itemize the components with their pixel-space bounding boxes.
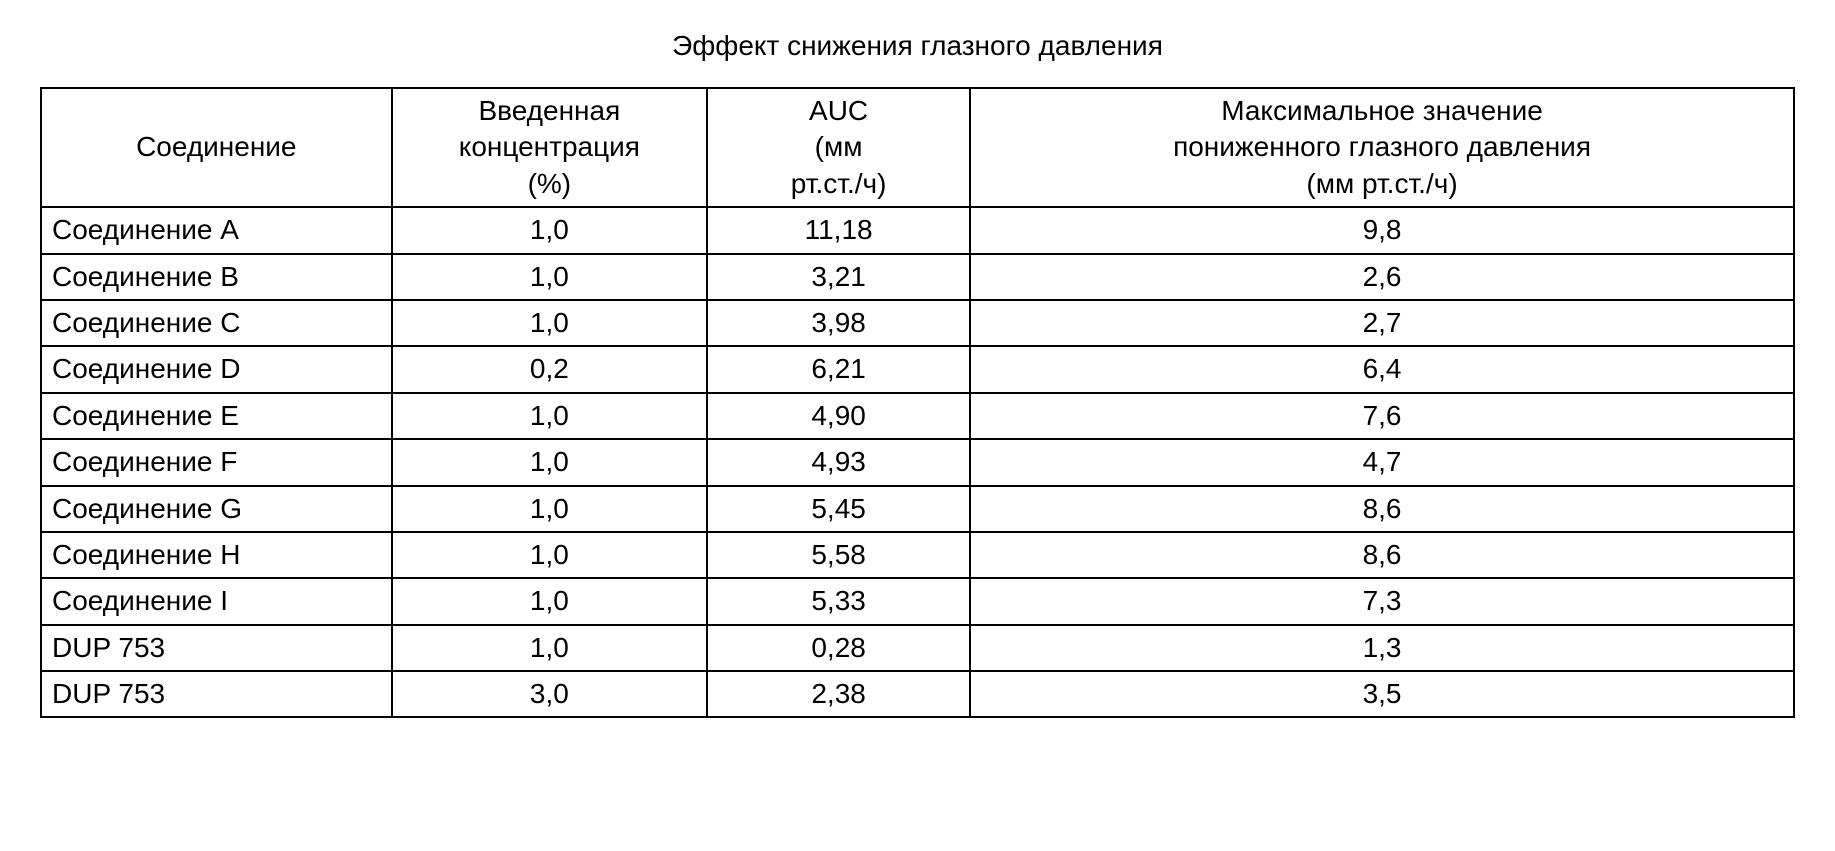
- cell-max: 3,5: [970, 671, 1794, 717]
- header-text: концентрация: [459, 131, 640, 162]
- table-row: Соединение E 1,0 4,90 7,6: [41, 393, 1794, 439]
- cell-max: 9,8: [970, 207, 1794, 253]
- cell-concentration: 1,0: [392, 300, 708, 346]
- cell-compound: Соединение B: [41, 254, 392, 300]
- cell-compound: Соединение A: [41, 207, 392, 253]
- cell-auc: 3,98: [707, 300, 970, 346]
- cell-auc: 0,28: [707, 625, 970, 671]
- table-row: Соединение G 1,0 5,45 8,6: [41, 486, 1794, 532]
- table-row: Соединение C 1,0 3,98 2,7: [41, 300, 1794, 346]
- table-row: Соединение A 1,0 11,18 9,8: [41, 207, 1794, 253]
- cell-concentration: 3,0: [392, 671, 708, 717]
- cell-auc: 4,90: [707, 393, 970, 439]
- cell-compound: Соединение E: [41, 393, 392, 439]
- cell-auc: 6,21: [707, 346, 970, 392]
- table-row: Соединение B 1,0 3,21 2,6: [41, 254, 1794, 300]
- cell-max: 6,4: [970, 346, 1794, 392]
- cell-compound: Соединение G: [41, 486, 392, 532]
- table-row: Соединение H 1,0 5,58 8,6: [41, 532, 1794, 578]
- cell-compound: Соединение H: [41, 532, 392, 578]
- header-text: AUC: [809, 95, 868, 126]
- cell-auc: 4,93: [707, 439, 970, 485]
- cell-auc: 5,33: [707, 578, 970, 624]
- cell-max: 1,3: [970, 625, 1794, 671]
- cell-compound: DUP 753: [41, 625, 392, 671]
- cell-auc: 11,18: [707, 207, 970, 253]
- cell-max: 2,6: [970, 254, 1794, 300]
- cell-compound: Соединение D: [41, 346, 392, 392]
- header-text: рт.ст./ч): [791, 168, 887, 199]
- header-auc: AUC (мм рт.ст./ч): [707, 88, 970, 207]
- cell-compound: DUP 753: [41, 671, 392, 717]
- cell-max: 4,7: [970, 439, 1794, 485]
- header-concentration: Введенная концентрация (%): [392, 88, 708, 207]
- table-row: DUP 753 1,0 0,28 1,3: [41, 625, 1794, 671]
- table-row: DUP 753 3,0 2,38 3,5: [41, 671, 1794, 717]
- header-text: (мм рт.ст./ч): [1306, 168, 1457, 199]
- table-header-row: Соединение Введенная концентрация (%) AU…: [41, 88, 1794, 207]
- cell-auc: 3,21: [707, 254, 970, 300]
- header-text: пониженного глазного давления: [1173, 131, 1591, 162]
- table-body: Соединение A 1,0 11,18 9,8 Соединение B …: [41, 207, 1794, 717]
- cell-compound: Соединение I: [41, 578, 392, 624]
- cell-concentration: 1,0: [392, 578, 708, 624]
- header-compound: Соединение: [41, 88, 392, 207]
- data-table: Соединение Введенная концентрация (%) AU…: [40, 87, 1795, 718]
- cell-concentration: 1,0: [392, 207, 708, 253]
- header-text: Введенная: [478, 95, 620, 126]
- table-row: Соединение I 1,0 5,33 7,3: [41, 578, 1794, 624]
- header-text: Максимальное значение: [1221, 95, 1543, 126]
- header-text: (%): [528, 168, 572, 199]
- cell-max: 2,7: [970, 300, 1794, 346]
- cell-concentration: 1,0: [392, 254, 708, 300]
- cell-max: 7,6: [970, 393, 1794, 439]
- table-row: Соединение F 1,0 4,93 4,7: [41, 439, 1794, 485]
- cell-auc: 5,45: [707, 486, 970, 532]
- cell-concentration: 1,0: [392, 532, 708, 578]
- cell-concentration: 1,0: [392, 393, 708, 439]
- cell-compound: Соединение C: [41, 300, 392, 346]
- cell-max: 8,6: [970, 486, 1794, 532]
- header-max: Максимальное значение пониженного глазно…: [970, 88, 1794, 207]
- cell-max: 8,6: [970, 532, 1794, 578]
- header-text: (мм: [815, 131, 863, 162]
- cell-max: 7,3: [970, 578, 1794, 624]
- cell-compound: Соединение F: [41, 439, 392, 485]
- cell-concentration: 0,2: [392, 346, 708, 392]
- cell-concentration: 1,0: [392, 439, 708, 485]
- cell-concentration: 1,0: [392, 486, 708, 532]
- header-text: Соединение: [136, 131, 296, 162]
- table-title: Эффект снижения глазного давления: [40, 30, 1795, 62]
- cell-auc: 2,38: [707, 671, 970, 717]
- table-row: Соединение D 0,2 6,21 6,4: [41, 346, 1794, 392]
- cell-auc: 5,58: [707, 532, 970, 578]
- cell-concentration: 1,0: [392, 625, 708, 671]
